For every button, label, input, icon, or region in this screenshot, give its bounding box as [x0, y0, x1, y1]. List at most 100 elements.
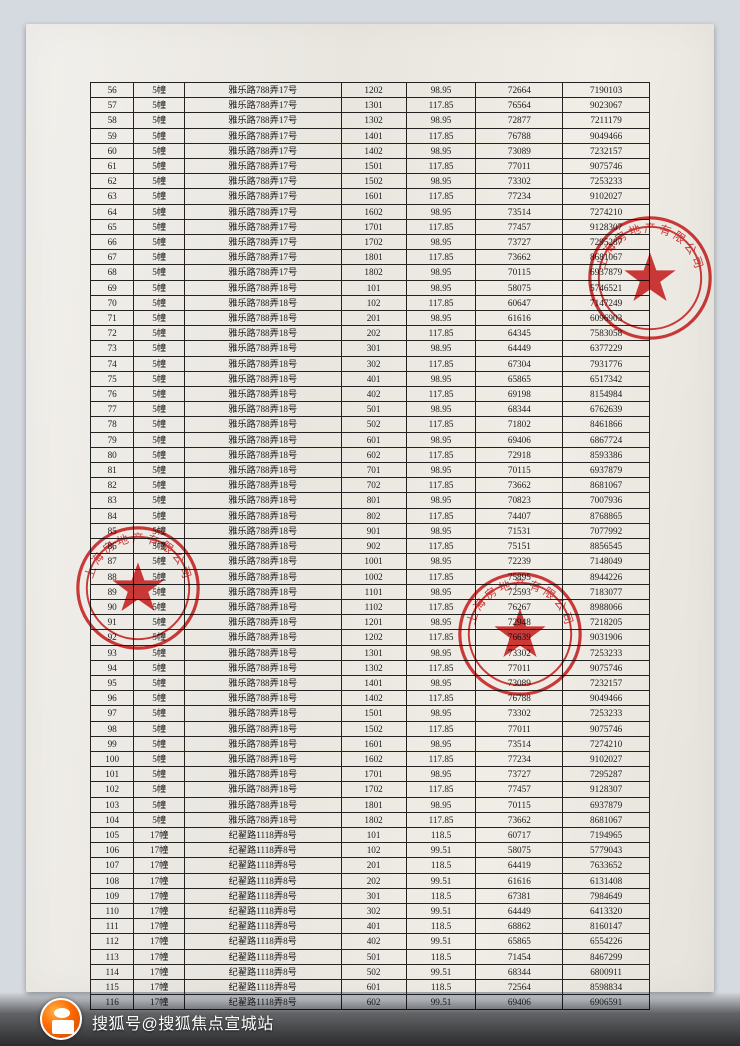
table-cell: 104	[91, 812, 134, 827]
table-cell: 97	[91, 706, 134, 721]
table-cell: 902	[341, 539, 406, 554]
table-cell: 117.85	[406, 159, 476, 174]
table-cell: 78	[91, 417, 134, 432]
table-cell: 64	[91, 204, 134, 219]
table-row: 565幢雅乐路788弄17号120298.95726647190103	[91, 83, 650, 98]
table-cell: 7232157	[563, 143, 650, 158]
table-cell: 113	[91, 949, 134, 964]
table-cell: 雅乐路788弄17号	[184, 250, 341, 265]
table-cell: 801	[341, 493, 406, 508]
table-cell: 17幢	[134, 858, 185, 873]
table-row: 1015幢雅乐路788弄18号170198.95737277295287	[91, 767, 650, 782]
table-row: 995幢雅乐路788弄18号160198.95735147274210	[91, 736, 650, 751]
table-cell: 102	[341, 843, 406, 858]
table-cell: 雅乐路788弄17号	[184, 128, 341, 143]
table-cell: 雅乐路788弄18号	[184, 493, 341, 508]
table-cell: 301	[341, 341, 406, 356]
table-cell: 98.95	[406, 554, 476, 569]
table-cell: 8593386	[563, 447, 650, 462]
table-cell: 117.85	[406, 417, 476, 432]
table-row: 795幢雅乐路788弄18号60198.95694066867724	[91, 432, 650, 447]
table-cell: 7931776	[563, 356, 650, 371]
table-cell: 98.95	[406, 113, 476, 128]
table-cell: 502	[341, 964, 406, 979]
table-cell: 117.85	[406, 98, 476, 113]
table-cell: 98.95	[406, 736, 476, 751]
table-cell: 雅乐路788弄18号	[184, 812, 341, 827]
table-cell: 1401	[341, 675, 406, 690]
table-cell: 5幢	[134, 660, 185, 675]
table-cell: 106	[91, 843, 134, 858]
table-cell: 103	[91, 797, 134, 812]
table-cell: 62	[91, 174, 134, 189]
table-cell: 6867724	[563, 432, 650, 447]
table-cell: 117.85	[406, 478, 476, 493]
table-cell: 雅乐路788弄18号	[184, 463, 341, 478]
table-cell: 98.95	[406, 797, 476, 812]
table-cell: 5幢	[134, 113, 185, 128]
table-cell: 5幢	[134, 295, 185, 310]
table-cell: 73514	[476, 736, 563, 751]
table-cell: 1802	[341, 265, 406, 280]
table-cell: 77	[91, 402, 134, 417]
table-cell: 201	[341, 311, 406, 326]
table-row: 11217幢纪翟路1118弄8号40299.51658656554226	[91, 934, 650, 949]
table-cell: 73089	[476, 143, 563, 158]
table-cell: 802	[341, 508, 406, 523]
table-cell: 纪翟路1118弄8号	[184, 858, 341, 873]
table-cell: 1101	[341, 584, 406, 599]
table-cell: 71802	[476, 417, 563, 432]
table-cell: 111	[91, 919, 134, 934]
table-cell: 66	[91, 235, 134, 250]
table-cell: 98.95	[406, 280, 476, 295]
table-cell: 301	[341, 888, 406, 903]
table-cell: 502	[341, 417, 406, 432]
table-cell: 雅乐路788弄18号	[184, 736, 341, 751]
table-cell: 501	[341, 402, 406, 417]
table-cell: 5幢	[134, 675, 185, 690]
table-cell: 7274210	[563, 736, 650, 751]
table-row: 805幢雅乐路788弄18号602117.85729188593386	[91, 447, 650, 462]
table-cell: 99.51	[406, 934, 476, 949]
table-cell: 118.5	[406, 919, 476, 934]
table-cell: 75151	[476, 539, 563, 554]
table-cell: 68344	[476, 402, 563, 417]
table-cell: 117.85	[406, 356, 476, 371]
table-cell: 83	[91, 493, 134, 508]
table-row: 665幢雅乐路788弄17号170298.95737277295287	[91, 235, 650, 250]
official-stamp: 上 海 房 地 产 有 限 公 司	[586, 214, 714, 342]
document-page: 565幢雅乐路788弄17号120298.95726647190103575幢雅…	[26, 24, 714, 992]
table-cell: 110	[91, 903, 134, 918]
table-cell: 65865	[476, 934, 563, 949]
table-cell: 5幢	[134, 432, 185, 447]
table-cell: 5幢	[134, 812, 185, 827]
table-cell: 9075746	[563, 159, 650, 174]
official-stamp: 上 海 房 地 产 有 限 公 司	[456, 570, 584, 698]
table-cell: 6413320	[563, 903, 650, 918]
table-cell: 1402	[341, 691, 406, 706]
table-row: 10817幢纪翟路1118弄8号20299.51616166131408	[91, 873, 650, 888]
table-cell: 98.95	[406, 235, 476, 250]
table-cell: 雅乐路788弄18号	[184, 432, 341, 447]
table-cell: 9102027	[563, 751, 650, 766]
table-cell: 1502	[341, 721, 406, 736]
table-cell: 雅乐路788弄17号	[184, 235, 341, 250]
table-cell: 118.5	[406, 949, 476, 964]
table-cell: 7984649	[563, 888, 650, 903]
table-cell: 82	[91, 478, 134, 493]
table-cell: 8856545	[563, 539, 650, 554]
table-row: 635幢雅乐路788弄17号1601117.85772349102027	[91, 189, 650, 204]
table-cell: 5幢	[134, 402, 185, 417]
table-cell: 112	[91, 934, 134, 949]
table-cell: 77234	[476, 751, 563, 766]
table-cell: 1102	[341, 599, 406, 614]
table-cell: 117.85	[406, 812, 476, 827]
table-cell: 117.85	[406, 128, 476, 143]
table-cell: 雅乐路788弄17号	[184, 174, 341, 189]
table-cell: 5幢	[134, 751, 185, 766]
table-cell: 雅乐路788弄18号	[184, 569, 341, 584]
table-cell: 72918	[476, 447, 563, 462]
table-row: 755幢雅乐路788弄18号40198.95658656517342	[91, 371, 650, 386]
table-cell: 17幢	[134, 903, 185, 918]
table-cell: 77011	[476, 721, 563, 736]
